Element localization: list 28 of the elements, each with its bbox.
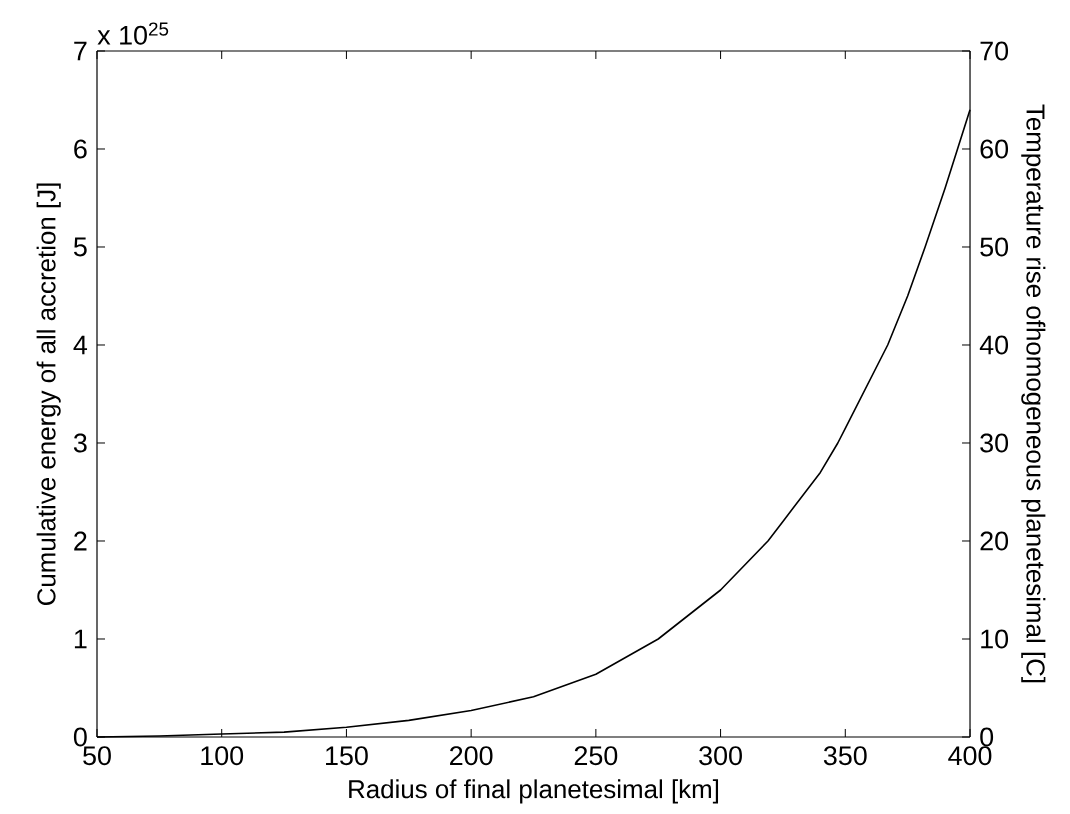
text: x 10$^{25}$ (97, 22, 169, 45)
y-tick-label: 5 (73, 237, 87, 257)
x-tick-label: 200 (450, 746, 493, 766)
y-tick-label: 3 (73, 433, 87, 453)
x-tick-label: 350 (823, 746, 867, 766)
y-tick-label: 6 (74, 139, 87, 159)
x-tick-label: 50 (83, 746, 111, 766)
y2-axis-title: Temperature rise ofhomogeneous planetesimal [C] (1021, 104, 1046, 683)
y-tick-label: 2 (74, 531, 87, 551)
y-tick-label: 7 (74, 41, 87, 61)
x-tick-label: 300 (699, 746, 742, 766)
y2-tick-label: 60 (980, 139, 1009, 159)
y2-tick-label: 70 (980, 41, 1009, 61)
y2-tick-label: 0 (980, 727, 994, 747)
x-tick-label: 400 (948, 746, 992, 766)
y2-tick-label: 10 (981, 629, 1009, 649)
y-tick-label: 1 (74, 629, 87, 649)
y2-tick-label: 30 (980, 433, 1009, 453)
y-axis-title: Cumulative energy of all accretion [J] (36, 183, 61, 606)
y2-tick-label: 50 (980, 237, 1009, 257)
y2-tick-label: 40 (979, 335, 1009, 355)
x-tick-label: 100 (201, 746, 244, 766)
x-tick-label: 250 (574, 746, 618, 766)
y2-tick-label: 20 (980, 531, 1009, 551)
y-tick-label: 4 (73, 335, 88, 355)
y-tick-label: 0 (73, 727, 87, 747)
x-tick-label: 150 (326, 746, 368, 766)
x-axis-title: Radius of final planetesimal [km] (349, 779, 719, 804)
